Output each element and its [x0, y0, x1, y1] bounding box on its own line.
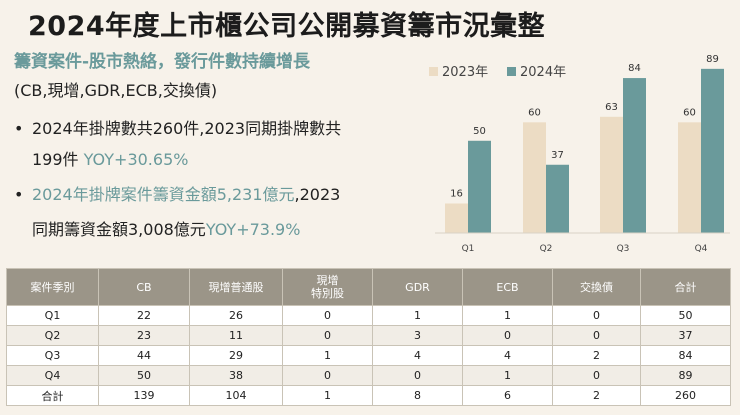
- table-cell: 89: [641, 366, 731, 386]
- funding-highlight: 2024年掛牌案件籌資金額5,231億元: [32, 185, 295, 204]
- table-cell: Q1: [7, 306, 99, 326]
- bar-q2-2023: [523, 122, 546, 233]
- table-cell: 11: [190, 326, 283, 346]
- table-header-cell: 合計: [641, 269, 731, 306]
- table-header-row: 案件季別 CB 現增普通股 現增 特別股 GDR ECB 交換債 合計: [7, 269, 731, 306]
- subtitle-note: (CB,現增,GDR,ECB,交換債): [14, 77, 217, 101]
- table-cell: 38: [190, 366, 283, 386]
- chart-legend: 2023年 2024年: [429, 65, 566, 80]
- table-cell: 22: [99, 306, 190, 326]
- x-tick-label: Q1: [462, 244, 475, 254]
- page-title: 2024年度上市櫃公司公開募資籌市況彙整: [28, 4, 545, 43]
- bullet-dot: •: [14, 113, 23, 144]
- bar-value-label: 89: [706, 54, 719, 65]
- table-row: Q4 50 38 0 0 1 0 89: [7, 366, 731, 386]
- table-cell: Q4: [7, 366, 99, 386]
- x-axis-ticks: Q1 Q2 Q3 Q4: [462, 244, 708, 254]
- table-cell: 1: [463, 306, 553, 326]
- quarterly-bar-chart: 2023年 2024年 16 50 60 37 63 84 60 89 Q1 Q2 Q3 Q4: [400, 40, 740, 265]
- yoy-highlight: YOY+73.9%: [206, 220, 301, 239]
- table-row: Q2 23 11 0 3 0 0 37: [7, 326, 731, 346]
- table-cell: 0: [553, 366, 641, 386]
- table-cell: 0: [283, 326, 373, 346]
- yoy-highlight: YOY+30.65%: [84, 150, 189, 169]
- table-cell: 50: [641, 306, 731, 326]
- table-cell: 0: [373, 366, 463, 386]
- legend-swatch-2024: [507, 67, 516, 76]
- x-tick-label: Q3: [617, 244, 630, 254]
- legend-label: 2024年: [520, 65, 566, 80]
- x-tick-label: Q4: [695, 244, 708, 254]
- table-cell: 104: [190, 386, 283, 406]
- bar-q3-2023: [600, 117, 623, 233]
- chart-bars: 16 50 60 37 63 84 60 89: [445, 54, 724, 233]
- bullet-text-segment: ,2023: [295, 185, 341, 204]
- bullet-text: 199件 YOY+30.65%: [32, 144, 188, 175]
- table-header-cell: CB: [99, 269, 190, 306]
- table-cell: 50: [99, 366, 190, 386]
- table-cell: 1: [373, 306, 463, 326]
- x-tick-label: Q2: [540, 244, 553, 254]
- table-header-cell: GDR: [373, 269, 463, 306]
- bar-q1-2023: [445, 203, 468, 233]
- bar-value-label: 60: [683, 107, 696, 118]
- table-cell: 3: [373, 326, 463, 346]
- bullet-text-segment: 2024年掛牌數共260件,2023同期掛牌數共: [32, 119, 341, 138]
- table-cell: 29: [190, 346, 283, 366]
- summary-table: 案件季別 CB 現增普通股 現增 特別股 GDR ECB 交換債 合計 Q1 22 26 0 1 1 0 5…: [6, 268, 731, 406]
- table-row: Q3 44 29 1 4 4 2 84: [7, 346, 731, 366]
- table-header-cell: 案件季別: [7, 269, 99, 306]
- bullet-text-segment: 同期籌資金額3,008億元: [32, 220, 206, 239]
- table-cell: 0: [283, 306, 373, 326]
- table-cell: 1: [463, 366, 553, 386]
- legend-swatch-2023: [429, 67, 438, 76]
- bar-value-label: 50: [473, 126, 486, 137]
- table-cell: 合計: [7, 386, 99, 406]
- table-cell: 84: [641, 346, 731, 366]
- table-cell: 1: [283, 386, 373, 406]
- table-cell: 0: [553, 326, 641, 346]
- table-cell: 37: [641, 326, 731, 346]
- table-cell: 4: [373, 346, 463, 366]
- bar-value-label: 16: [450, 188, 463, 199]
- table-cell: 26: [190, 306, 283, 326]
- table-cell: 4: [463, 346, 553, 366]
- bullet-dot: •: [14, 179, 23, 210]
- table-cell: 23: [99, 326, 190, 346]
- bar-value-label: 60: [528, 107, 541, 118]
- table-header-cell: 現增普通股: [190, 269, 283, 306]
- table-cell: 2: [553, 386, 641, 406]
- table-cell: 0: [463, 326, 553, 346]
- bar-q1-2024: [468, 141, 491, 233]
- table-cell: 2: [553, 346, 641, 366]
- table-cell: Q3: [7, 346, 99, 366]
- table-row: 合計 139 104 1 8 6 2 260: [7, 386, 731, 406]
- table-cell: 0: [553, 306, 641, 326]
- bar-value-label: 37: [551, 150, 564, 161]
- table-cell: 44: [99, 346, 190, 366]
- subtitle: 籌資案件-股市熱絡，發行件數持續增長: [14, 47, 310, 72]
- bar-q4-2023: [678, 122, 701, 233]
- bar-q2-2024: [546, 165, 569, 233]
- table-header-cell: ECB: [463, 269, 553, 306]
- table-cell: 8: [373, 386, 463, 406]
- bar-value-label: 63: [605, 102, 618, 113]
- table-cell: Q2: [7, 326, 99, 346]
- legend-label: 2023年: [442, 65, 488, 80]
- table-row: Q1 22 26 0 1 1 0 50: [7, 306, 731, 326]
- bar-q4-2024: [701, 69, 724, 233]
- bullet-text: 同期籌資金額3,008億元YOY+73.9%: [32, 214, 300, 245]
- table-cell: 139: [99, 386, 190, 406]
- table-cell: 6: [463, 386, 553, 406]
- bullet-text: 2024年掛牌數共260件,2023同期掛牌數共: [32, 113, 341, 144]
- bar-value-label: 84: [628, 63, 641, 74]
- table-cell: 260: [641, 386, 731, 406]
- table-header-cell: 現增 特別股: [283, 269, 373, 306]
- bar-q3-2024: [623, 78, 646, 233]
- table-cell: 0: [283, 366, 373, 386]
- table-cell: 1: [283, 346, 373, 366]
- bullet-text-segment: 199件: [32, 150, 84, 169]
- table-header-cell: 交換債: [553, 269, 641, 306]
- bullet-text: 2024年掛牌案件籌資金額5,231億元,2023: [32, 179, 340, 210]
